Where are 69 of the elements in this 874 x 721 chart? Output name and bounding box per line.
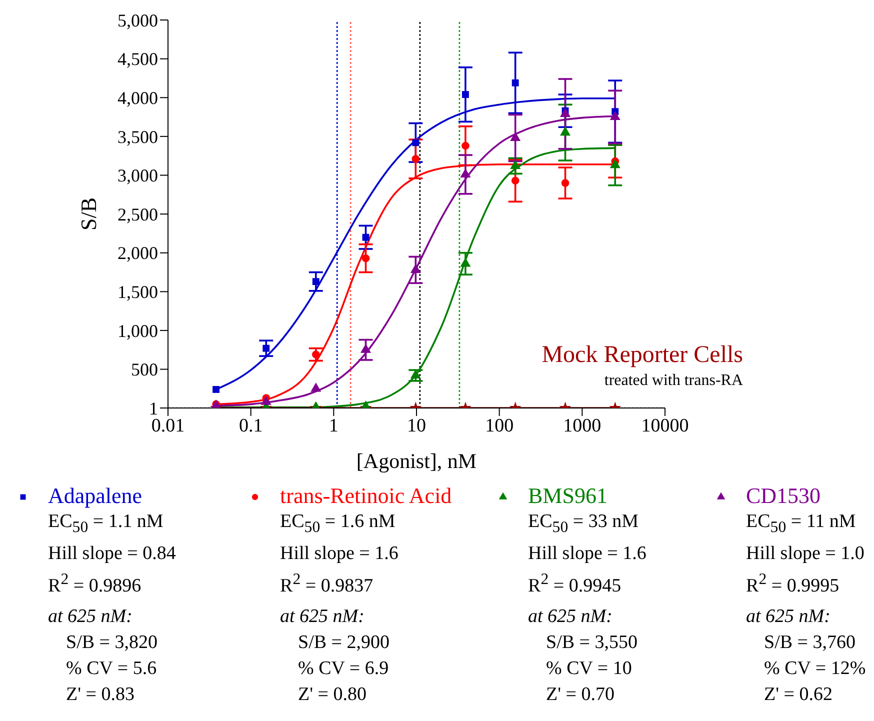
x-tick-label: 1000: [563, 415, 602, 436]
text: Z' = 0.62: [764, 683, 834, 708]
point: [560, 108, 571, 117]
legend-label: trans-Retinoic Acid: [280, 482, 452, 509]
point: [462, 142, 470, 150]
point: [412, 155, 420, 163]
point: [462, 91, 469, 98]
text: EC$_{50}$ = 1.1 nM: [48, 510, 164, 538]
series-label: Mock Reporter Cells: [542, 342, 743, 368]
text: R$^{2}$ = 0.9995: [746, 570, 840, 598]
y-tick-label: 3,000: [118, 166, 158, 186]
text: S/B = 3,550: [546, 631, 638, 656]
point: [310, 382, 322, 392]
y-tick-label: 4,000: [118, 88, 158, 108]
point: [260, 396, 272, 405]
y-tick-label: 4,500: [118, 49, 158, 70]
text: Z' = 0.80: [298, 683, 368, 708]
y-tick-label: 2,000: [118, 243, 158, 264]
text: EC$_{50}$ = 11 nM: [746, 510, 857, 538]
text: Hill slope = 1.6: [528, 542, 646, 566]
point: [410, 264, 421, 273]
text: R$^{2}$ = 0.9896: [48, 570, 142, 598]
text: % CV = 5.6: [66, 657, 158, 682]
legend-label: CD1530: [746, 482, 822, 509]
y-axis-title: S/B: [76, 197, 101, 231]
y-tick-label: 5,000: [118, 10, 158, 30]
y-tick-label: 1,500: [118, 282, 158, 302]
text: R$^{2}$ = 0.9945: [528, 570, 622, 598]
point: [511, 176, 520, 185]
point: [610, 110, 620, 120]
y-tick-label: 3,500: [118, 126, 158, 147]
legend-label: BMS961: [528, 482, 608, 509]
point: [362, 234, 370, 241]
text: at 625 nM:: [746, 605, 832, 630]
text: EC$_{50}$ = 1.6 nM: [280, 510, 396, 538]
y-tick-label: 2,500: [118, 204, 158, 224]
annotation: treated with trans-RA: [603, 371, 743, 391]
point: [412, 139, 420, 146]
point: [360, 344, 372, 353]
text: S/B = 3,820: [66, 631, 158, 656]
text: at 625 nM:: [280, 605, 366, 630]
y-tick-label: 500: [131, 360, 158, 380]
x-tick-label: 1: [328, 415, 338, 436]
text: Hill slope = 1.0: [746, 542, 866, 566]
text: S/B = 2,900: [298, 631, 390, 656]
x-tick-label: 0.1: [238, 415, 263, 436]
text: Hill slope = 1.6: [280, 542, 400, 566]
point: [460, 168, 471, 178]
text: % CV = 10: [546, 657, 633, 682]
x-axis-title: [Agonist], nM: [356, 449, 477, 473]
x-tick-label: 10: [407, 415, 426, 436]
x-tick-label: 10000: [641, 415, 689, 436]
point: [512, 79, 519, 86]
text: Hill slope = 0.84: [48, 542, 176, 566]
text: at 625 nM:: [528, 605, 614, 630]
y-tick-label: 1,000: [118, 320, 158, 341]
point: [510, 132, 521, 142]
text: S/B = 3,760: [764, 631, 856, 656]
text: Z' = 0.83: [66, 683, 136, 708]
text: % CV = 6.9: [298, 657, 390, 682]
text: % CV = 12%: [764, 657, 866, 682]
text: R$^{2}$ = 0.9837: [280, 570, 374, 598]
x-tick-label: 100: [485, 415, 514, 436]
text: EC$_{50}$ = 33 nM: [528, 510, 640, 538]
point: [362, 254, 370, 262]
text: Z' = 0.70: [546, 683, 616, 708]
text: at 625 nM:: [48, 605, 134, 630]
point: [561, 179, 570, 187]
legend-label: Adapalene: [48, 482, 144, 509]
